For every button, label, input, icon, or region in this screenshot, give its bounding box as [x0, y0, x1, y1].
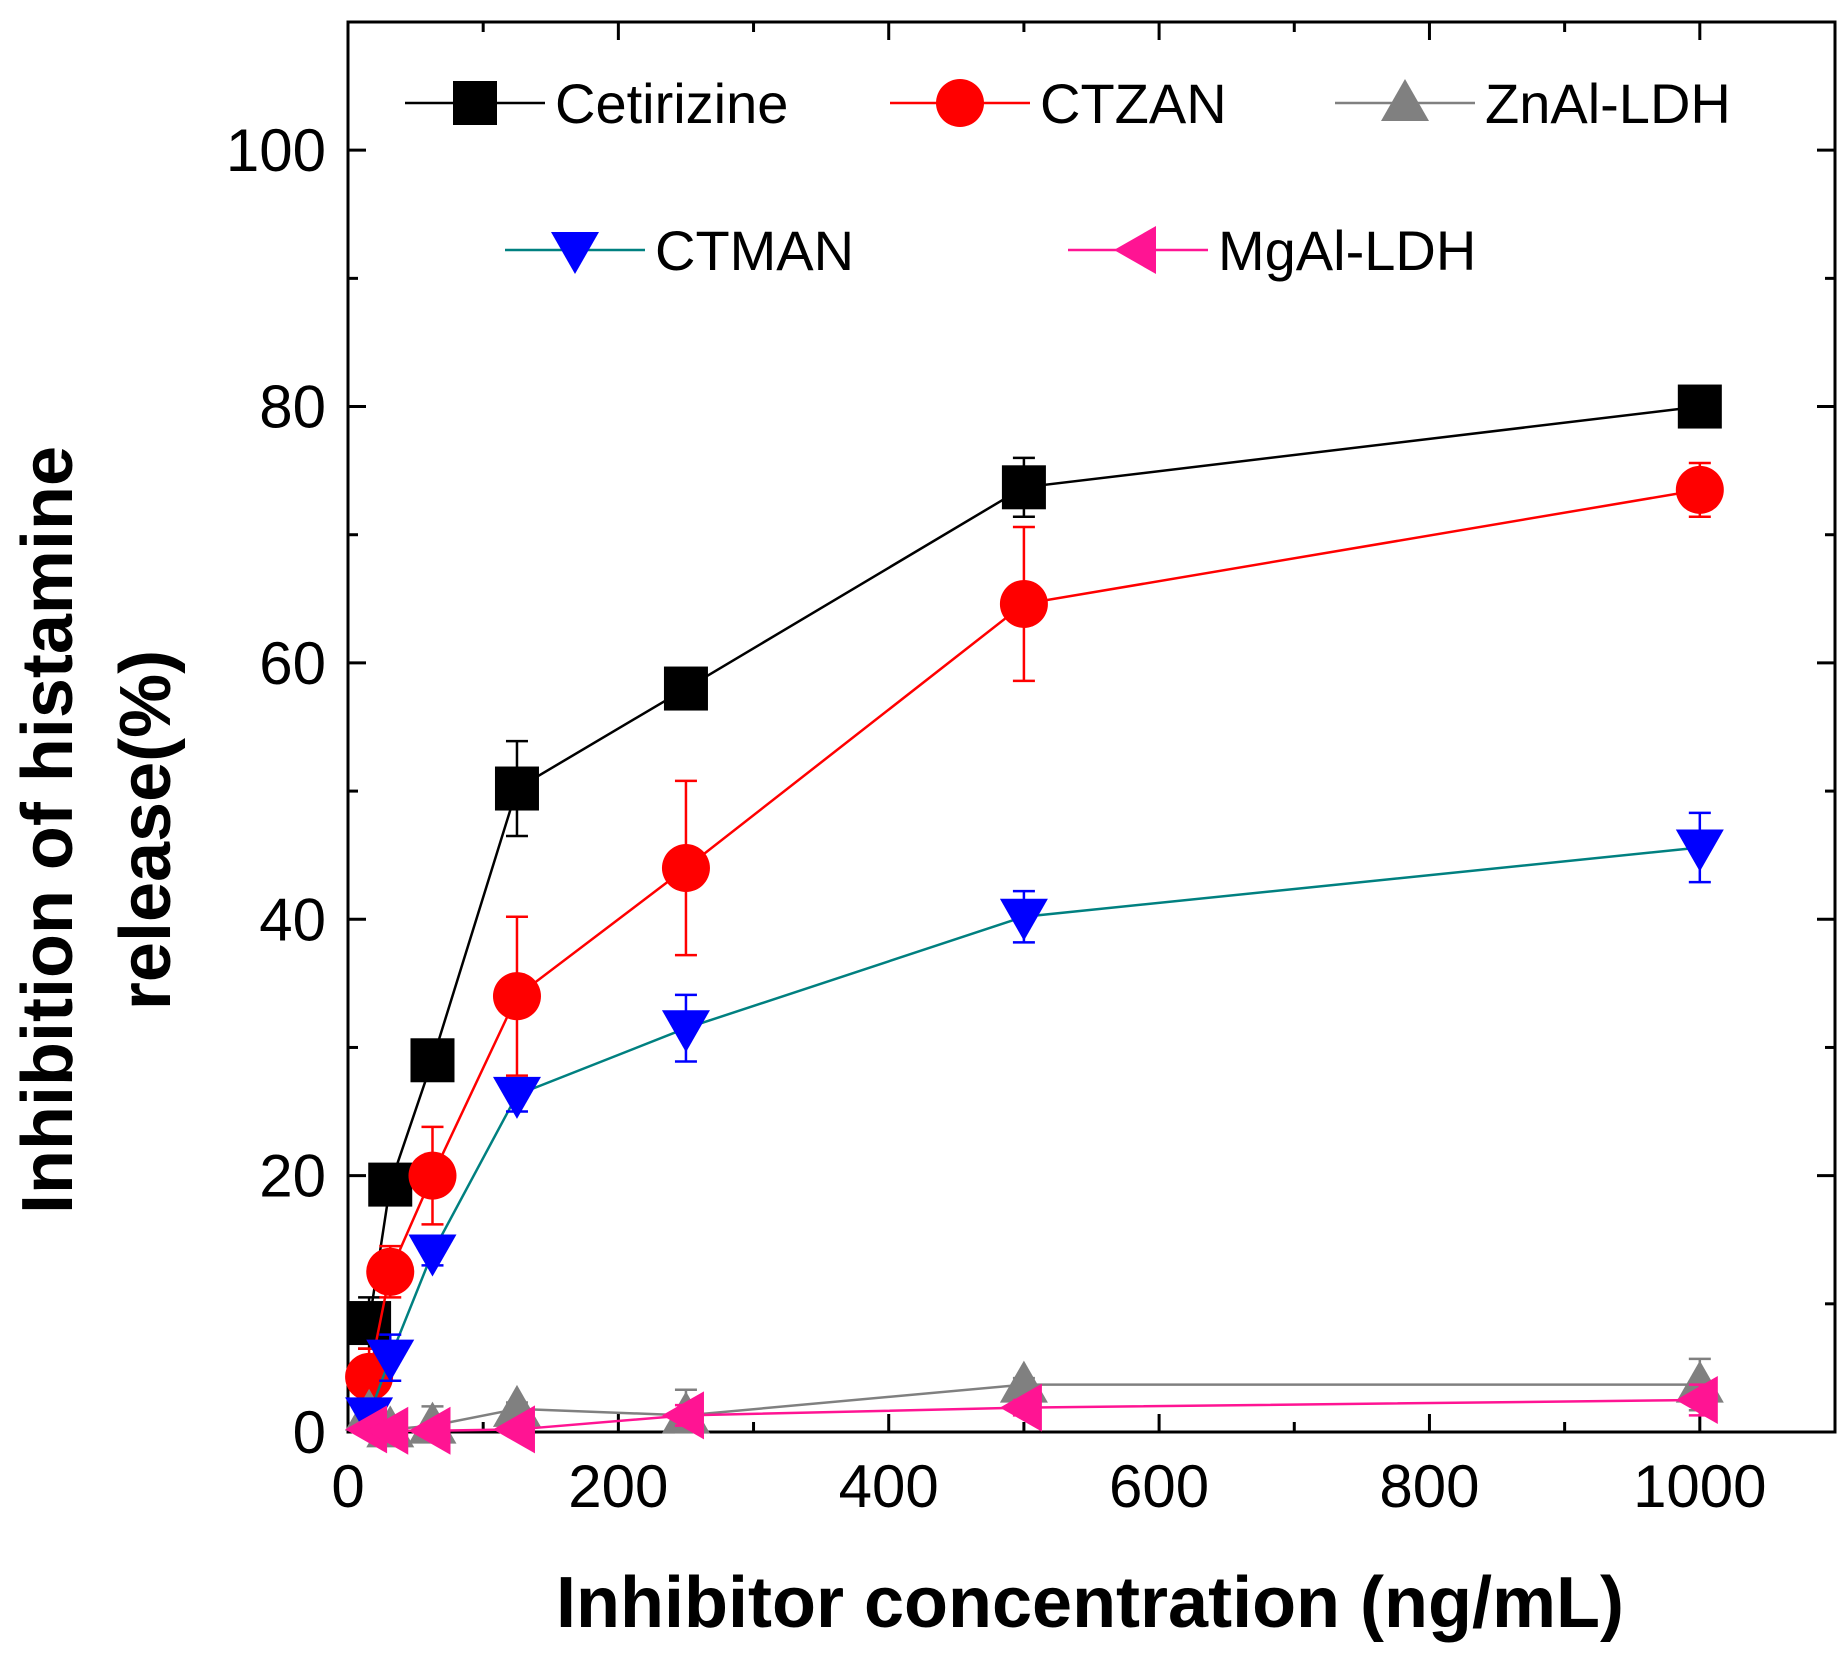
data-point — [661, 1391, 704, 1440]
legend-item-CTZAN: CTZAN — [890, 72, 1227, 135]
data-point — [999, 1383, 1042, 1432]
x-tick-label: 1000 — [1633, 1453, 1766, 1520]
data-point — [366, 1339, 415, 1382]
series-Cetirizine — [347, 384, 1722, 1350]
data-point — [999, 898, 1048, 941]
data-point — [1677, 384, 1722, 429]
y-axis-title-line2: release(%) — [106, 650, 186, 1010]
legend-label: CTZAN — [1040, 72, 1227, 135]
x-tick-label: 0 — [331, 1453, 364, 1520]
data-point — [661, 844, 710, 892]
data-point — [366, 1406, 409, 1455]
data-point — [663, 666, 708, 711]
legend-label: Cetirizine — [555, 72, 788, 135]
data-point — [1001, 465, 1046, 510]
legend-marker — [1114, 226, 1156, 274]
y-tick-label: 80 — [259, 374, 326, 441]
legend-label: MgAl-LDH — [1218, 219, 1476, 282]
axis-ticks: 0 200 400 600 800 1000 0 20 40 60 80 100 — [226, 20, 1837, 1520]
legend-label: CTMAN — [655, 219, 854, 282]
data-point — [1675, 465, 1724, 514]
x-tick-label: 600 — [1109, 1453, 1209, 1520]
data-point — [1675, 829, 1724, 872]
data-point — [492, 1405, 535, 1454]
data-point — [345, 1405, 388, 1454]
data-point — [1675, 1375, 1718, 1424]
legend-label: ZnAl-LDH — [1485, 72, 1731, 135]
data-point — [410, 1038, 455, 1083]
x-tick-label: 400 — [839, 1453, 939, 1520]
data-point — [408, 1151, 457, 1200]
series-layer — [345, 384, 1724, 1455]
series-CTZAN — [345, 461, 1724, 1407]
data-point — [366, 1247, 415, 1296]
legend-item-CTMAN: CTMAN — [505, 219, 854, 282]
legend-item-Cetirizine: Cetirizine — [405, 72, 788, 135]
data-point — [408, 1234, 457, 1277]
data-point — [999, 579, 1048, 628]
data-point — [347, 1301, 392, 1346]
legend-marker — [936, 79, 984, 127]
legend-item-ZnAl-LDH: ZnAl-LDH — [1335, 72, 1731, 135]
data-point — [408, 1406, 451, 1455]
x-tick-label: 800 — [1379, 1453, 1479, 1520]
series-line — [367, 405, 1700, 1324]
y-tick-label: 40 — [259, 886, 326, 953]
x-axis-title: Inhibitor concentration (ng/mL) — [556, 1563, 1624, 1643]
legend-marker — [453, 81, 497, 125]
legend: Cetirizine CTZAN ZnAl-LDH CTMAN MgAl-LDH — [405, 72, 1731, 282]
series-line — [367, 846, 1700, 1416]
y-tick-label: 100 — [226, 117, 326, 184]
legend-marker — [551, 232, 599, 274]
legend-marker — [1381, 79, 1429, 121]
y-tick-label: 20 — [259, 1143, 326, 1210]
data-point — [494, 766, 539, 811]
y-tick-label: 60 — [259, 630, 326, 697]
legend-item-MgAl-LDH: MgAl-LDH — [1068, 219, 1476, 282]
data-point — [661, 1010, 710, 1053]
x-tick-label: 200 — [568, 1453, 668, 1520]
y-axis-title-line1: Inhibition of histamine — [8, 446, 88, 1214]
data-point — [492, 972, 541, 1021]
y-tick-label: 0 — [293, 1399, 326, 1466]
series-MgAl-LDH — [345, 1375, 1718, 1455]
data-point — [368, 1162, 413, 1207]
series-CTMAN — [345, 811, 1724, 1440]
data-point — [492, 1076, 541, 1119]
plot-frame — [346, 20, 1837, 1434]
